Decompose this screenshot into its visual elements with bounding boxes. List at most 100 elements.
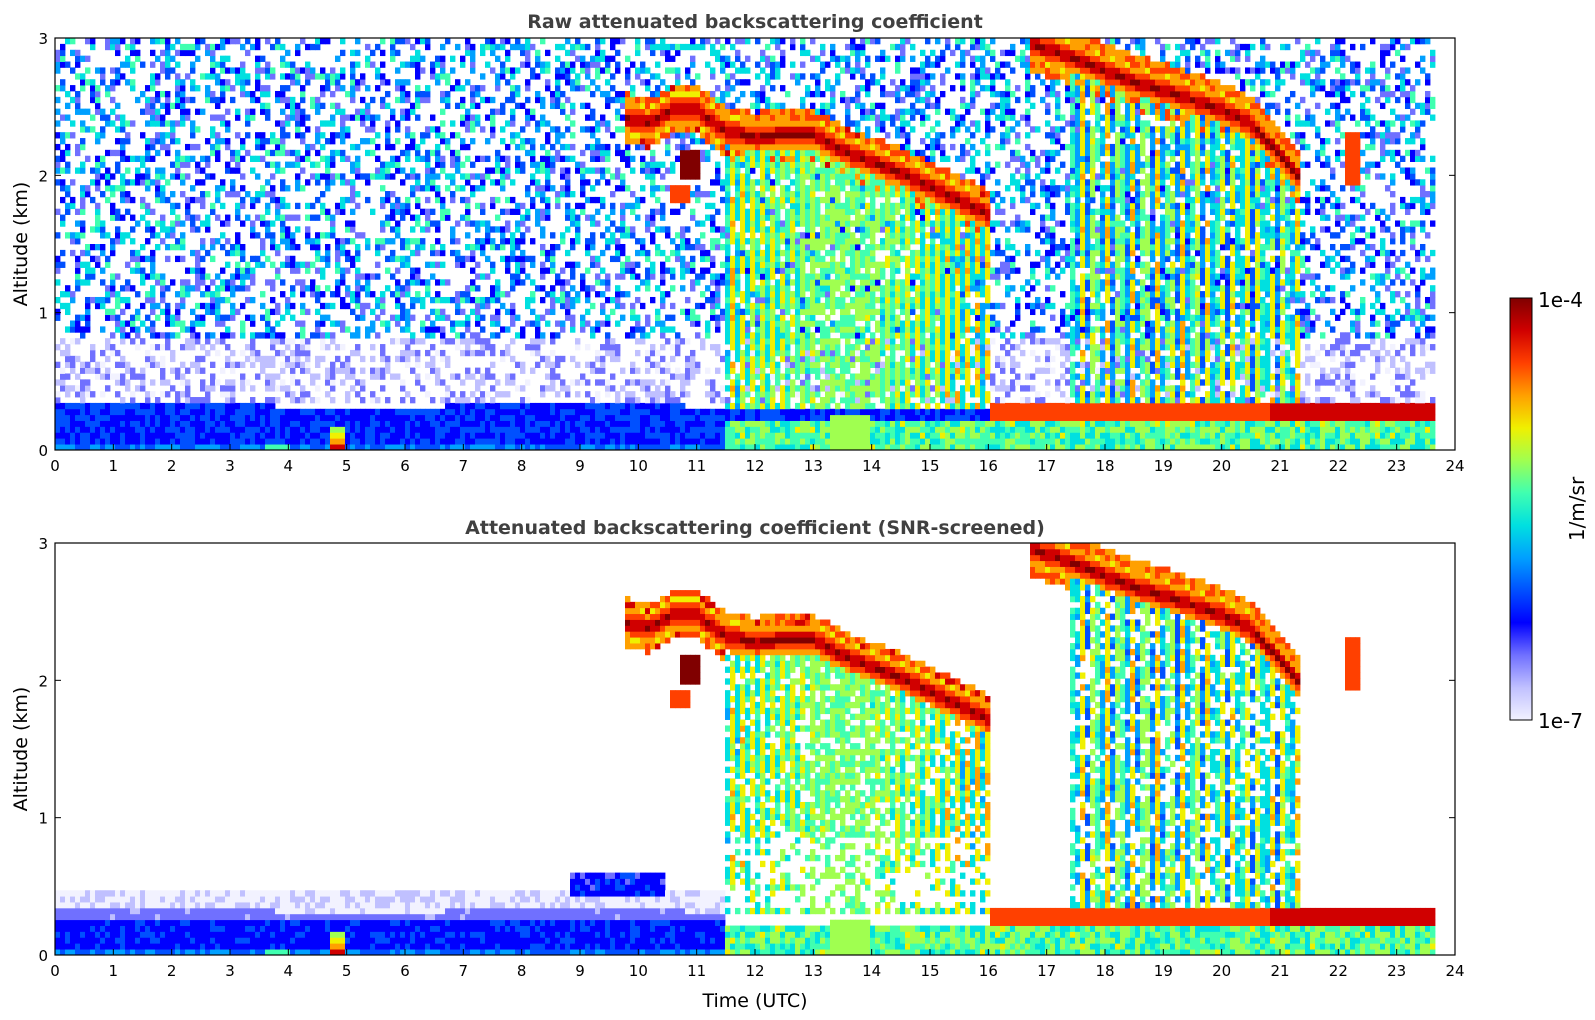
heatmap-cell <box>580 61 586 68</box>
heatmap-cell <box>535 49 541 57</box>
heatmap-cell <box>110 191 116 198</box>
heatmap-cell <box>460 432 466 439</box>
heatmap-cell <box>450 373 456 380</box>
heatmap-cell <box>710 420 716 427</box>
heatmap-cell <box>570 296 576 304</box>
heatmap-cell <box>730 138 736 145</box>
heatmap-cell <box>400 202 406 210</box>
heatmap-cell <box>400 379 406 386</box>
heatmap-cell <box>355 285 361 292</box>
heatmap-cell <box>710 73 716 80</box>
heatmap-cell <box>195 402 201 410</box>
heatmap-cell <box>260 444 266 450</box>
heatmap-cell <box>315 173 321 180</box>
heatmap-cell <box>595 73 601 80</box>
heatmap-cell <box>610 385 616 392</box>
heatmap-cell <box>370 173 376 180</box>
heatmap-cell <box>730 414 736 421</box>
heatmap-cell <box>590 126 596 133</box>
heatmap-cell <box>160 402 166 410</box>
heatmap-cell <box>125 79 131 86</box>
heatmap-cell <box>280 85 286 92</box>
heatmap-cell <box>85 367 91 374</box>
heatmap-cell <box>650 73 656 80</box>
heatmap-cell <box>565 114 571 121</box>
heatmap-cell <box>170 332 176 339</box>
heatmap-cell <box>405 108 411 115</box>
heatmap-cell <box>220 402 226 410</box>
heatmap-cell <box>80 138 86 145</box>
heatmap-cell <box>715 126 721 133</box>
heatmap-cell <box>180 379 186 386</box>
heatmap-cell <box>435 191 441 198</box>
heatmap-cell <box>100 361 106 368</box>
heatmap-cell <box>630 226 636 233</box>
heatmap-cell <box>375 143 381 151</box>
heatmap-cell <box>465 202 471 210</box>
heatmap-cell <box>165 49 171 57</box>
heatmap-cell <box>655 402 661 410</box>
heatmap-cell <box>130 43 136 51</box>
heatmap-cell <box>505 432 511 439</box>
heatmap-cell <box>80 279 86 286</box>
heatmap-cell <box>180 179 186 186</box>
heatmap-cell <box>200 279 206 286</box>
heatmap-cell <box>425 426 431 433</box>
heatmap-cell <box>465 414 471 421</box>
heatmap-cell <box>435 373 441 380</box>
heatmap-cell <box>535 96 541 104</box>
heatmap-cell <box>320 143 326 151</box>
heatmap-cell <box>435 308 441 316</box>
heatmap-cell <box>675 444 681 450</box>
heatmap-cell <box>615 402 621 410</box>
heatmap-cell <box>125 444 131 450</box>
heatmap-cell <box>70 179 76 186</box>
heatmap-cell <box>190 267 196 274</box>
heatmap-cell <box>185 267 191 274</box>
heatmap-cell <box>735 238 741 245</box>
heatmap-cell <box>630 379 636 386</box>
heatmap-cell <box>160 361 166 368</box>
heatmap-cell <box>200 397 206 404</box>
heatmap-cell <box>370 96 376 104</box>
heatmap-cell <box>440 420 446 427</box>
heatmap-cell <box>115 444 121 450</box>
heatmap-cell <box>400 326 406 333</box>
heatmap-cell <box>70 426 76 433</box>
heatmap-cell <box>160 426 166 433</box>
heatmap-cell <box>375 132 381 139</box>
heatmap-cell <box>685 420 691 427</box>
heatmap-cell <box>540 249 546 257</box>
heatmap-cell <box>695 444 701 450</box>
heatmap-cell <box>685 196 691 204</box>
heatmap-cell <box>120 232 126 239</box>
heatmap-cell <box>475 314 481 321</box>
heatmap-cell <box>450 338 456 345</box>
heatmap-cell <box>260 291 266 298</box>
heatmap-cell <box>540 191 546 198</box>
heatmap-cell <box>265 432 271 439</box>
heatmap-cell <box>575 379 581 386</box>
heatmap-cell <box>360 138 366 145</box>
heatmap-cell <box>560 426 566 433</box>
heatmap-cell <box>250 114 256 121</box>
heatmap-cell <box>410 267 416 274</box>
heatmap-cell <box>330 120 336 127</box>
heatmap-cell <box>260 314 266 321</box>
heatmap-cell <box>410 185 416 192</box>
heatmap-cell <box>720 96 726 104</box>
heatmap-cell <box>660 114 666 121</box>
heatmap-cell <box>730 285 736 292</box>
heatmap-cell <box>75 402 81 410</box>
heatmap-cell <box>475 302 481 310</box>
heatmap-cell <box>210 67 216 74</box>
heatmap-cell <box>295 49 301 57</box>
heatmap-cell <box>575 55 581 62</box>
heatmap-cell <box>200 426 206 433</box>
heatmap-cell <box>180 344 186 351</box>
heatmap-cell <box>265 67 271 74</box>
heatmap-cell <box>610 238 616 245</box>
heatmap-cell <box>725 444 731 450</box>
heatmap-cell <box>590 214 596 221</box>
heatmap-cell <box>150 108 156 115</box>
